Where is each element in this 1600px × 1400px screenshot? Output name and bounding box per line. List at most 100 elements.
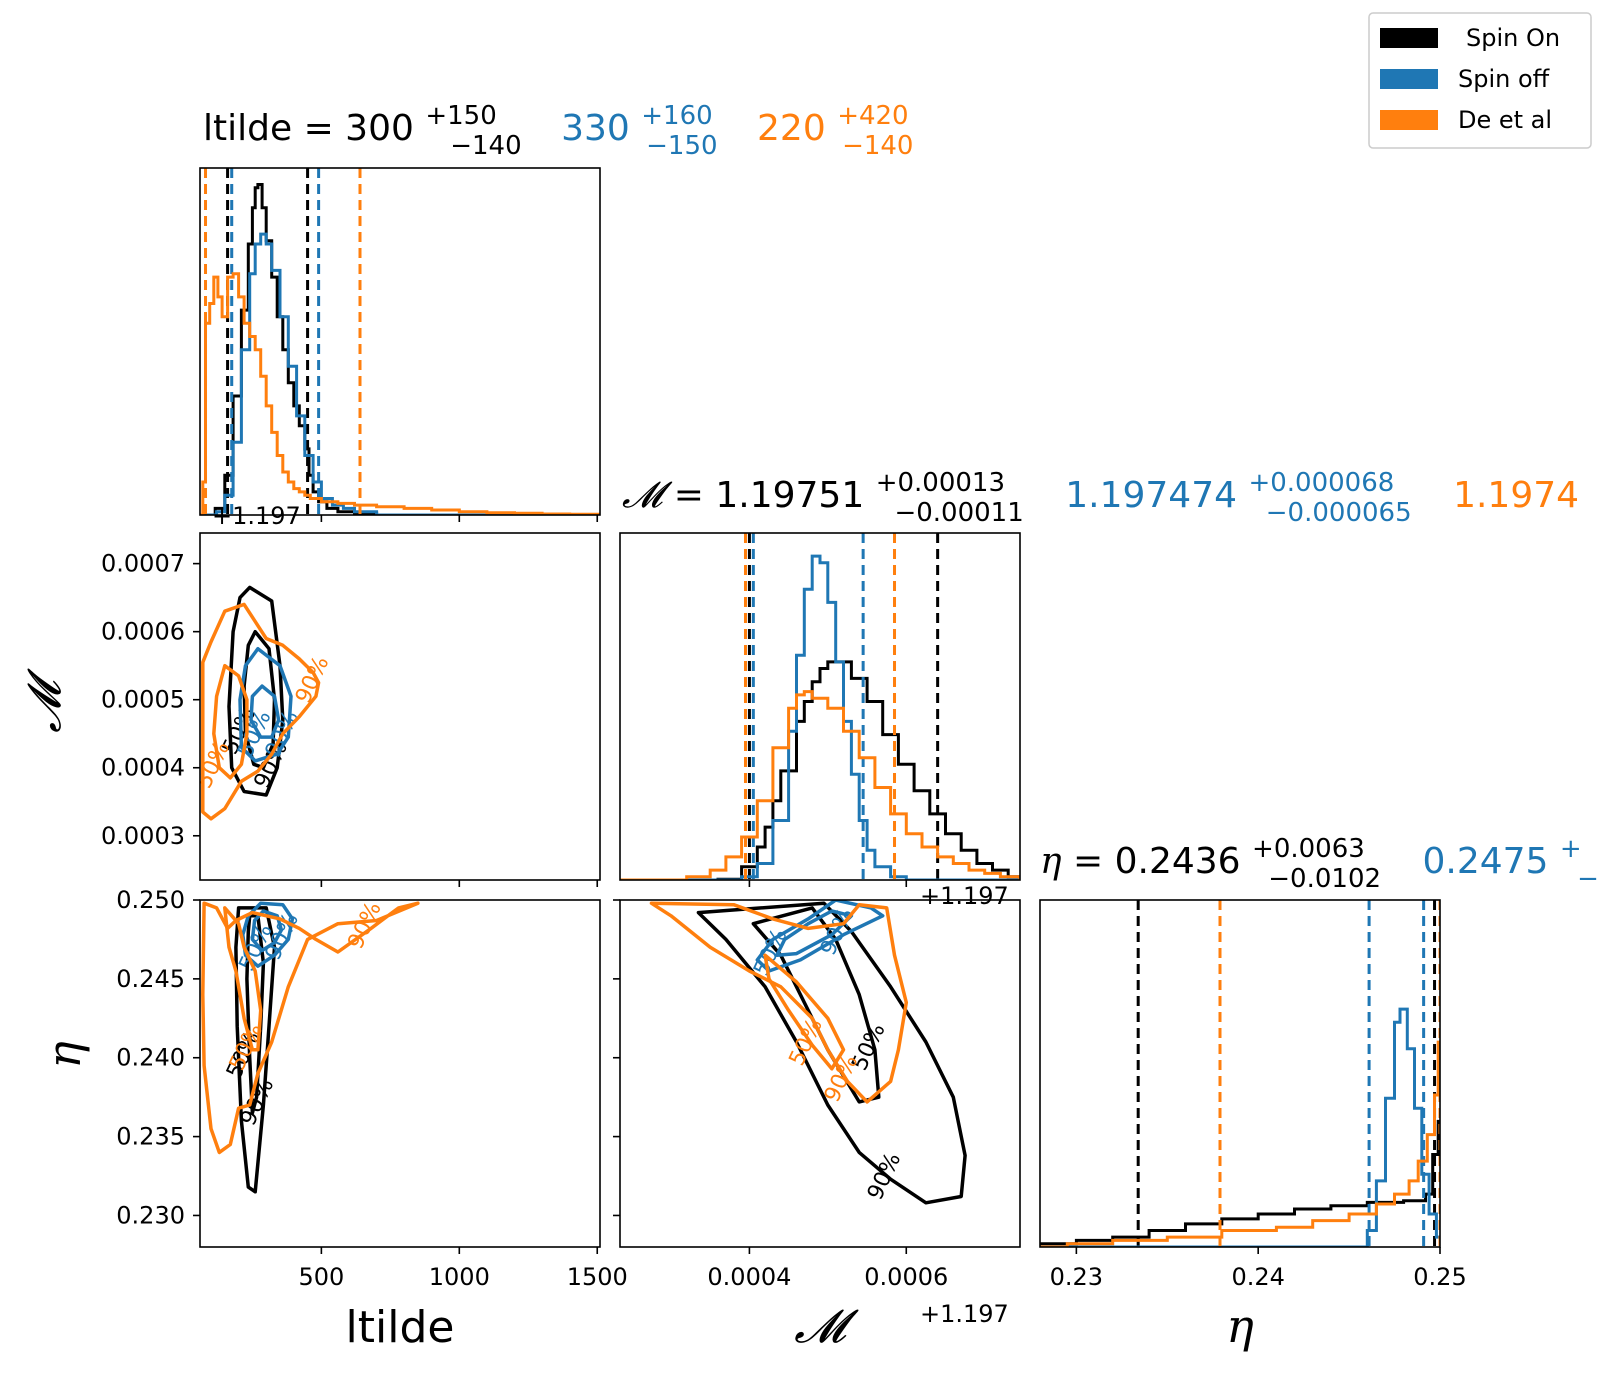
title-eta: η = 0.2436 +0.0063 −0.0102 0.2475 + − bbox=[1040, 825, 1599, 896]
hist-mc-spin-off bbox=[620, 554, 1020, 880]
y-tick-label-e20-4: 0.250 bbox=[116, 886, 185, 914]
panel-e20-plot-area: 90%50%90%50% 90%50% bbox=[201, 898, 420, 1194]
title-mc-lo-spin-on: −0.00011 bbox=[894, 498, 1023, 528]
panel-frame-m11 bbox=[619, 532, 1021, 881]
offset-label-mc-bottom: +1.197 bbox=[920, 1300, 1009, 1328]
contour-eta-vs-mc-de-et-al-90- bbox=[649, 901, 909, 1104]
contour-label-mc-vs-ltilde-de-et-al-50-: 50% bbox=[192, 738, 235, 793]
y-tick-label-e20-1: 0.235 bbox=[116, 1123, 185, 1151]
y-tick-label-e20-0: 0.230 bbox=[116, 1201, 185, 1229]
x-tick-label-e22-2: 0.25 bbox=[1413, 1263, 1466, 1291]
panel-m11-plot-area bbox=[620, 533, 1020, 880]
title-mc-value-spin-on: 1.19751 bbox=[715, 475, 864, 516]
legend-label-de-et-al: De et al bbox=[1458, 106, 1552, 134]
contour-label-eta-vs-ltilde-de-et-al-90-: 90% bbox=[343, 898, 386, 953]
y-tick-label-m10-1: 0.0004 bbox=[101, 754, 185, 782]
title-ltilde-param: ltilde = bbox=[203, 108, 345, 149]
title-eta-up-spin-on: +0.0063 bbox=[1252, 834, 1365, 864]
title-ltilde-up-spin-on: +150 bbox=[425, 101, 496, 131]
legend-label-spin-on: Spin On bbox=[1466, 24, 1560, 52]
y-tick-label-e20-3: 0.245 bbox=[116, 965, 185, 993]
x-tick-label-e20-1: 1000 bbox=[429, 1263, 490, 1291]
legend-label-spin-off: Spin off bbox=[1458, 65, 1550, 93]
title-eta-up-spin-off: + bbox=[1560, 834, 1582, 864]
x-tick-label-e20-0: 500 bbox=[298, 1263, 344, 1291]
title-ltilde-value-spin-on: 300 bbox=[345, 108, 414, 149]
panel-frame-e22 bbox=[1039, 899, 1441, 1248]
title-mc-lo-spin-off: −0.000065 bbox=[1266, 498, 1412, 528]
legend: Spin On Spin off De et al bbox=[1368, 12, 1592, 149]
contour-mc-vs-ltilde-de-et-al-90- bbox=[201, 602, 321, 821]
contour-eta-vs-mc-spin-on-50- bbox=[751, 906, 881, 1104]
contour-eta-vs-ltilde-spin-on-90- bbox=[234, 906, 277, 1194]
contour-eta-vs-ltilde-de-et-al-90- bbox=[201, 901, 420, 1155]
hist-ltilde-de-et-al bbox=[200, 272, 600, 515]
title-ltilde-up-spin-off: +160 bbox=[641, 101, 712, 131]
title-eta-value-spin-on: 0.2436 bbox=[1115, 841, 1241, 882]
contour-eta-vs-mc-de-et-al-50- bbox=[763, 953, 846, 1071]
offset-label-mc-hist: +1.197 bbox=[920, 882, 1009, 910]
x-tick-label-e22-1: 0.24 bbox=[1231, 1263, 1284, 1291]
y-tick-label-m10-2: 0.0005 bbox=[101, 686, 185, 714]
x-axis-label-mc: 𝓜 bbox=[794, 1299, 859, 1353]
hist-ltilde-spin-off bbox=[200, 232, 600, 515]
panel-frame-e20 bbox=[199, 899, 601, 1248]
title-mc-param: 𝓜 = bbox=[622, 475, 715, 516]
offset-label-ltilde-hist: +1.197 bbox=[212, 502, 301, 530]
x-axis-label-eta: η bbox=[1226, 1299, 1254, 1353]
x-tick-label-e21-0: 0.0004 bbox=[707, 1263, 791, 1291]
contour-eta-vs-mc-spin-on-90- bbox=[696, 901, 967, 1205]
panel-frame-m10 bbox=[199, 532, 601, 881]
title-ltilde-value-spin-off: 330 bbox=[561, 108, 630, 149]
title-mc-up-spin-off: +0.000068 bbox=[1248, 468, 1394, 498]
panel-frame-l00 bbox=[199, 167, 601, 516]
title-eta-lo-spin-on: −0.0102 bbox=[1268, 864, 1381, 894]
title-mc-up-spin-on: +0.00013 bbox=[876, 468, 1005, 498]
x-axis-label-ltilde: ltilde bbox=[346, 1302, 455, 1353]
contour-mc-vs-ltilde-spin-off-50- bbox=[249, 684, 281, 739]
y-tick-label-m10-3: 0.0006 bbox=[101, 618, 185, 646]
y-axis-label-eta: η bbox=[37, 1041, 91, 1069]
y-tick-label-e20-2: 0.240 bbox=[116, 1044, 185, 1072]
contour-label-mc-vs-ltilde-de-et-al-90-: 90% bbox=[291, 652, 334, 707]
legend-swatch-de-et-al bbox=[1380, 110, 1438, 130]
contour-mc-vs-ltilde-de-et-al-50- bbox=[212, 663, 249, 780]
title-mc-value-spin-off: 1.197474 bbox=[1065, 475, 1237, 516]
title-ltilde-up-de-et-al: +420 bbox=[837, 101, 908, 131]
hist-eta-spin-off bbox=[1040, 1007, 1440, 1247]
panel-m10-plot-area: 90%50% 90%50%90%50% bbox=[192, 585, 334, 821]
panel-frame-e21 bbox=[619, 899, 1021, 1248]
y-axis-label-mc: 𝓜 bbox=[17, 668, 71, 733]
hist-mc-de-et-al bbox=[620, 690, 1020, 880]
title-eta-value-spin-off: 0.2475 bbox=[1422, 841, 1548, 882]
title-ltilde-lo-de-et-al: −140 bbox=[842, 131, 913, 161]
title-mc-value-de-et-al: 1.1974 bbox=[1453, 475, 1579, 516]
contour-eta-vs-ltilde-spin-off-90- bbox=[241, 901, 295, 968]
y-tick-label-m10-0: 0.0003 bbox=[101, 822, 185, 850]
title-ltilde-lo-spin-on: −140 bbox=[450, 131, 521, 161]
legend-swatch-spin-on bbox=[1380, 28, 1438, 48]
panel-e22-plot-area bbox=[1040, 900, 1440, 1247]
hist-mc-spin-on bbox=[620, 660, 1020, 880]
panel-l00-plot-area bbox=[200, 168, 600, 515]
contour-mc-vs-ltilde-spin-on-90- bbox=[227, 585, 285, 797]
x-tick-label-e21-1: 0.0006 bbox=[864, 1263, 948, 1291]
title-ltilde-lo-spin-off: −150 bbox=[646, 131, 717, 161]
contour-eta-vs-mc-spin-off-90- bbox=[755, 900, 885, 973]
title-ltilde-value-de-et-al: 220 bbox=[757, 108, 826, 149]
title-ltilde: ltilde = 300 +150 −140 330 +160 −150 220… bbox=[203, 92, 920, 163]
legend-swatch-spin-off bbox=[1380, 69, 1438, 89]
x-tick-label-e22-0: 0.23 bbox=[1050, 1263, 1103, 1291]
title-mc: 𝓜 = 1.19751 +0.00013 −0.00011 1.197474 +… bbox=[622, 459, 1579, 530]
title-eta-param: η = bbox=[1040, 841, 1115, 882]
contour-label-eta-vs-mc-spin-on-90-: 90% bbox=[863, 1149, 906, 1204]
title-eta-lo-spin-off: − bbox=[1577, 864, 1599, 894]
x-tick-label-e20-2: 1500 bbox=[567, 1263, 628, 1291]
y-tick-label-m10-4: 0.0007 bbox=[101, 550, 185, 578]
contour-label-eta-vs-mc-de-et-al-50-: 50% bbox=[785, 1015, 828, 1070]
hist-eta-de-et-al bbox=[1040, 1040, 1440, 1247]
hist-eta-spin-on bbox=[1040, 1119, 1440, 1246]
panel-e21-plot-area: 90%50%90%50%90%50% bbox=[649, 900, 967, 1205]
contour-eta-vs-ltilde-de-et-al-50- bbox=[223, 906, 263, 1052]
